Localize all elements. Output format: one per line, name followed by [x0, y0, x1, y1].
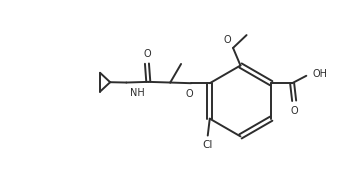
Text: O: O [224, 35, 231, 45]
Text: O: O [290, 105, 298, 115]
Text: O: O [186, 89, 193, 99]
Text: O: O [143, 49, 151, 59]
Text: OH: OH [313, 69, 328, 79]
Text: Cl: Cl [203, 140, 213, 150]
Text: NH: NH [130, 88, 145, 98]
